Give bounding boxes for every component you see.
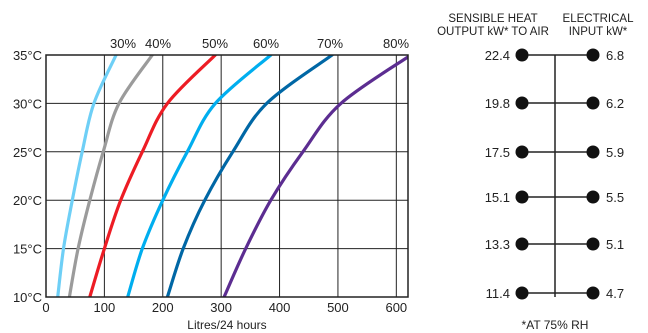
y-tick-label: 10°C (13, 290, 42, 305)
chart-curves (56, 55, 408, 297)
electrical-input-value: 6.8 (606, 48, 624, 63)
y-tick-label: 20°C (13, 193, 42, 208)
sensible-heat-value: 11.4 (486, 286, 510, 301)
electrical-input-value: 6.2 (606, 96, 624, 111)
curve-rh-50 (88, 55, 217, 297)
sensible-heat-value: 17.5 (485, 145, 510, 160)
left-dot (515, 190, 529, 204)
sensible-heat-value: 19.8 (485, 96, 510, 111)
x-tick-label: 300 (210, 300, 232, 315)
left-title-line2: OUTPUT kW* TO AIR (437, 26, 549, 38)
y-tick-label: 30°C (13, 96, 42, 111)
x-tick-label: 200 (152, 300, 174, 315)
curve-rh-70 (165, 55, 334, 297)
sensible-heat-value: 15.1 (485, 190, 510, 205)
left-dot (515, 145, 529, 159)
curve-rh-30 (56, 55, 118, 297)
right-dot (586, 145, 600, 159)
x-tick-label: 400 (269, 300, 291, 315)
right-dot (586, 190, 600, 204)
series-label: 40% (145, 36, 171, 51)
right-dot (586, 96, 600, 110)
x-tick-label: 500 (327, 300, 349, 315)
x-tick-label: 100 (94, 300, 116, 315)
x-tick-label: 600 (385, 300, 407, 315)
scale-panel: SENSIBLE HEAT OUTPUT kW* TO AIR ELECTRIC… (437, 13, 634, 332)
left-dot (515, 237, 529, 251)
series-label: 50% (202, 36, 228, 51)
x-tick-labels: 0 100 200 300 400 500 600 (42, 300, 407, 315)
curve-rh-40 (67, 55, 154, 297)
y-tick-label: 35°C (13, 48, 42, 63)
right-dot (586, 286, 600, 300)
left-dot (515, 48, 529, 62)
electrical-input-value: 5.5 (606, 190, 624, 205)
series-label: 60% (253, 36, 279, 51)
electrical-input-value: 5.1 (606, 237, 624, 252)
footnote: *AT 75% RH (522, 318, 589, 332)
sensible-heat-value: 13.3 (485, 237, 510, 252)
y-tick-label: 15°C (13, 242, 42, 257)
series-labels: 30% 40% 50% 60% 70% 80% (110, 36, 409, 51)
left-dot (515, 286, 529, 300)
right-dot (586, 237, 600, 251)
x-axis-label: Litres/24 hours (187, 318, 266, 332)
left-dot (515, 96, 529, 110)
series-label: 70% (317, 36, 343, 51)
right-dot (586, 48, 600, 62)
y-tick-labels: 10°C 15°C 20°C 25°C 30°C 35°C (13, 48, 42, 305)
sensible-heat-value: 22.4 (485, 48, 510, 63)
curve-rh-60 (126, 55, 273, 297)
x-tick-label: 0 (42, 300, 49, 315)
curve-rh-80 (222, 55, 408, 297)
y-tick-label: 25°C (13, 145, 42, 160)
electrical-input-value: 4.7 (606, 286, 624, 301)
series-label: 30% (110, 36, 136, 51)
right-title-line2: INPUT kW* (569, 26, 628, 38)
plot-frame (45, 54, 409, 298)
electrical-input-value: 5.9 (606, 145, 624, 160)
series-label: 80% (383, 36, 409, 51)
right-title-line1: ELECTRICAL (563, 13, 635, 25)
left-title-line1: SENSIBLE HEAT (448, 13, 537, 25)
